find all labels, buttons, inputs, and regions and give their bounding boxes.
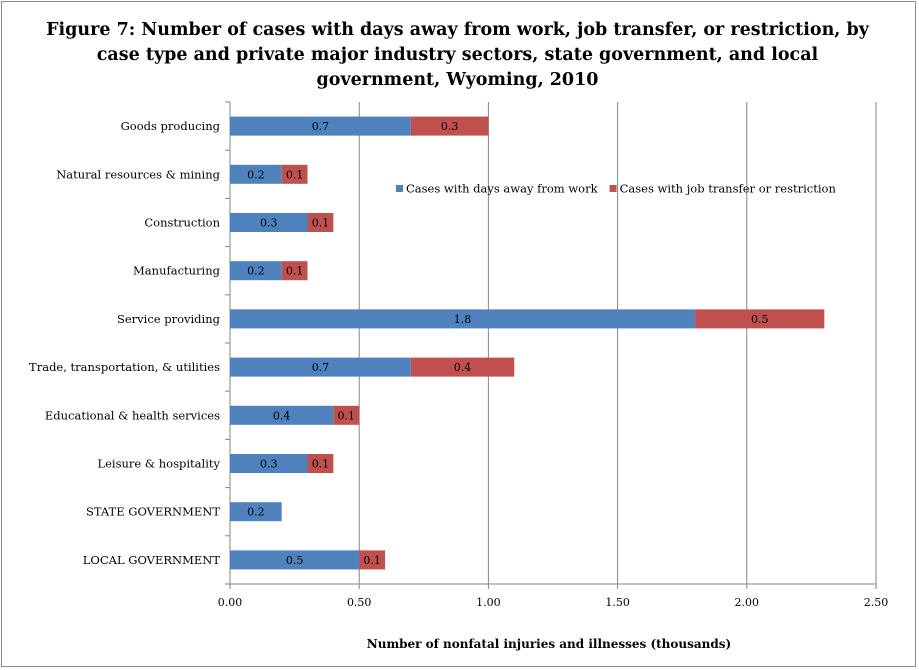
bar-segment-s1 xyxy=(307,454,334,473)
axes: 0.00 0.50 1.00 1.50 2.00 2.50 Goods producing N… xyxy=(29,101,889,609)
category-label: Service providing xyxy=(117,312,221,326)
bar-segment-s1 xyxy=(695,309,825,329)
x-tick-label: 0.00 xyxy=(218,596,243,609)
bar-segment-s0 xyxy=(230,261,282,281)
bar-segment-s1 xyxy=(307,213,334,232)
category-label: Natural resources & mining xyxy=(56,167,220,181)
bar-segment-s1 xyxy=(410,357,515,377)
data-label: 1.8 xyxy=(454,313,472,326)
legend: Cases with days away from work Cases with… xyxy=(396,182,836,196)
x-tick-label: 2.00 xyxy=(735,596,760,609)
data-label: 0.1 xyxy=(286,168,304,181)
category-label: STATE GOVERNMENT xyxy=(86,505,220,519)
data-label: 0.1 xyxy=(338,409,356,422)
legend-label: Cases with job transfer or restriction xyxy=(620,182,837,196)
bar-segment-s0 xyxy=(230,164,282,184)
bar-segment-s0 xyxy=(230,550,360,570)
category-label: Trade, transportation, & utilities xyxy=(29,360,220,374)
category-label: LOCAL GOVERNMENT xyxy=(83,553,221,567)
data-label: 0.1 xyxy=(363,554,381,567)
bar-segment-s0 xyxy=(230,502,282,522)
bar-segment-s1 xyxy=(410,116,489,136)
data-label: 0.5 xyxy=(286,554,304,567)
bar-segment-s1 xyxy=(281,261,308,281)
bars xyxy=(230,116,825,570)
x-axis-label: Number of nonfatal injuries and illnesse… xyxy=(367,637,731,651)
bar-segment-s0 xyxy=(230,213,308,232)
x-tick-label: 1.50 xyxy=(605,596,630,609)
data-label: 0.7 xyxy=(312,361,330,374)
category-label: Goods producing xyxy=(121,119,221,133)
legend-label: Cases with days away from work xyxy=(406,182,599,196)
bar-segment-s0 xyxy=(230,357,411,377)
bar-segment-s1 xyxy=(333,405,360,425)
category-label: Construction xyxy=(144,216,220,230)
chart-title: Figure 7: Number of cases with days away… xyxy=(46,20,869,90)
data-label: 0.5 xyxy=(751,313,769,326)
x-tick-label: 2.50 xyxy=(864,596,889,609)
data-label: 0.4 xyxy=(454,361,472,374)
data-label: 0.3 xyxy=(260,458,278,471)
gridlines xyxy=(358,102,877,584)
bar-segment-s0 xyxy=(230,309,696,329)
category-label: Manufacturing xyxy=(133,264,221,278)
x-tick-label: 1.00 xyxy=(476,596,501,609)
bar-segment-s1 xyxy=(281,164,308,184)
data-label: 0.2 xyxy=(247,506,265,519)
data-label: 0.2 xyxy=(247,265,265,278)
data-label: 0.7 xyxy=(312,120,330,133)
category-label: Leisure & hospitality xyxy=(97,457,220,471)
data-label: 0.1 xyxy=(286,265,304,278)
category-label: Educational & health services xyxy=(45,408,220,422)
legend-swatch xyxy=(609,185,617,192)
bar-segment-s0 xyxy=(230,454,308,473)
data-label: 0.3 xyxy=(441,120,459,133)
bar-segment-s0 xyxy=(230,405,334,425)
labels: 0.7 0.3 0.2 0.1 0.3 0.1 0.2 0.1 1.8 0.5 0.7 0.4 0.4 0… xyxy=(247,120,768,567)
bar-segment-s1 xyxy=(359,550,386,570)
data-label: 0.1 xyxy=(312,458,330,471)
data-label: 0.3 xyxy=(260,217,278,230)
data-label: 0.1 xyxy=(312,217,330,230)
x-tick-label: 0.50 xyxy=(347,596,372,609)
data-label: 0.2 xyxy=(247,168,265,181)
data-label: 0.4 xyxy=(273,409,291,422)
legend-swatch xyxy=(396,185,403,192)
bar-segment-s0 xyxy=(230,116,411,136)
